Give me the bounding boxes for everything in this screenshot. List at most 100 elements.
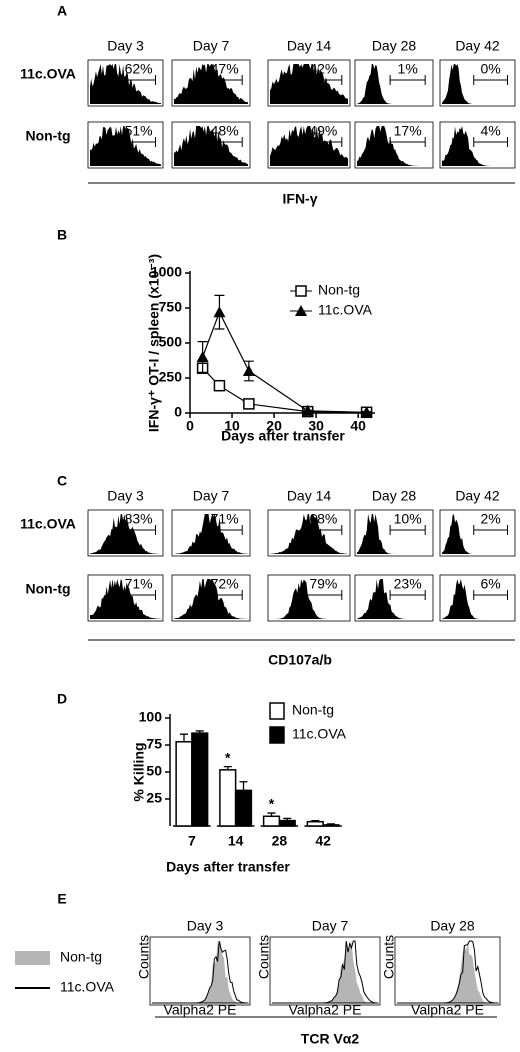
percent-label: 6% xyxy=(481,576,501,592)
row-label: 11c.OVA xyxy=(20,66,76,82)
panel-label: A xyxy=(57,3,67,19)
panel-label: C xyxy=(57,473,67,489)
y-tick-label: 50 xyxy=(146,763,162,779)
day-label: Day 7 xyxy=(193,488,230,504)
legend-label: 11c.OVA xyxy=(60,979,115,995)
day-label: Day 28 xyxy=(372,488,417,504)
y-tick-label: 75 xyxy=(146,736,162,752)
histogram xyxy=(442,126,513,166)
histogram xyxy=(174,64,248,104)
error-bar xyxy=(267,812,276,817)
gate xyxy=(304,75,343,85)
percent-label: 17% xyxy=(394,123,422,139)
percent-label: 71% xyxy=(211,511,239,527)
marker xyxy=(360,406,373,418)
histogram xyxy=(174,126,248,166)
day-label: Day 3 xyxy=(107,38,144,54)
gate xyxy=(473,75,508,85)
histogram xyxy=(442,514,513,554)
panel-label: E xyxy=(57,891,66,907)
day-label: Day 42 xyxy=(455,38,500,54)
y-tick-label: 0 xyxy=(174,404,182,420)
day-label: Day 3 xyxy=(187,918,224,934)
gate xyxy=(389,75,426,85)
marker xyxy=(301,404,314,416)
histogram xyxy=(270,64,348,104)
percent-label: 71% xyxy=(125,576,153,592)
axis-caption: Valpha2 PE xyxy=(164,1002,237,1018)
bar xyxy=(278,819,296,827)
percent-label: 0% xyxy=(481,61,501,77)
day-label: Day 3 xyxy=(107,488,144,504)
error-bar xyxy=(327,823,335,825)
percent-label: 49% xyxy=(309,123,337,139)
histogram xyxy=(272,941,378,1003)
axis-caption: Counts xyxy=(381,935,397,979)
gate xyxy=(473,137,508,147)
gate xyxy=(304,137,343,147)
axis-title: IFN-γ xyxy=(283,191,318,207)
gate xyxy=(473,590,508,600)
percent-label: 1% xyxy=(398,61,418,77)
day-label: Day 14 xyxy=(287,488,332,504)
histogram xyxy=(174,579,248,619)
gate xyxy=(473,525,508,535)
day-label: Day 28 xyxy=(372,38,417,54)
day-label: Day 14 xyxy=(287,38,332,54)
percent-label: 68% xyxy=(309,511,337,527)
day-label: Day 7 xyxy=(312,918,349,934)
histogram xyxy=(152,941,248,1003)
y-tick-label: 100 xyxy=(139,709,163,725)
row-label: Non-tg xyxy=(25,128,70,144)
percent-label: 51% xyxy=(125,123,153,139)
marker xyxy=(295,285,307,297)
bar xyxy=(219,769,237,827)
legend-label: Non-tg xyxy=(292,702,334,718)
x-tick-label: 14 xyxy=(228,833,244,849)
gate xyxy=(206,75,243,85)
gate xyxy=(121,525,156,535)
percent-label: 72% xyxy=(211,576,239,592)
marker xyxy=(213,306,226,318)
histogram xyxy=(90,64,161,104)
marker xyxy=(196,351,209,362)
percent-label: 83% xyxy=(125,511,153,527)
gate xyxy=(206,590,243,600)
histogram xyxy=(90,579,161,619)
histogram xyxy=(357,126,431,166)
flow-box xyxy=(269,936,381,1006)
x-axis-title: Days after transfer xyxy=(166,859,290,875)
bar xyxy=(306,820,324,827)
gate xyxy=(206,525,243,535)
row-label: Non-tg xyxy=(25,581,70,597)
legend-swatch xyxy=(269,726,285,744)
panel-label: B xyxy=(57,227,67,243)
gate xyxy=(206,137,243,147)
bar xyxy=(262,815,281,827)
line xyxy=(202,367,367,413)
error-bar xyxy=(180,733,188,742)
percent-label: 4% xyxy=(481,123,501,139)
histogram xyxy=(357,514,431,554)
flow-box xyxy=(149,936,251,1006)
percent-label: 47% xyxy=(211,61,239,77)
gate xyxy=(121,590,156,600)
legend-label: Non-tg xyxy=(60,949,102,965)
error-bar xyxy=(239,781,248,791)
histogram xyxy=(397,940,499,1004)
error-bar xyxy=(311,819,320,822)
histogram xyxy=(357,64,431,104)
x-tick-label: 28 xyxy=(272,833,288,849)
histogram xyxy=(272,940,379,1004)
percent-label: 79% xyxy=(309,576,337,592)
gate xyxy=(389,137,426,147)
percent-label: 62% xyxy=(125,61,153,77)
x-tick-label: 20 xyxy=(266,418,282,434)
axis-caption: Valpha2 PE xyxy=(289,1002,362,1018)
gate xyxy=(121,75,156,85)
y-tick-label: 250 xyxy=(159,369,183,385)
panel-label: D xyxy=(57,691,67,707)
bar xyxy=(191,732,209,827)
error-bar xyxy=(223,765,232,770)
